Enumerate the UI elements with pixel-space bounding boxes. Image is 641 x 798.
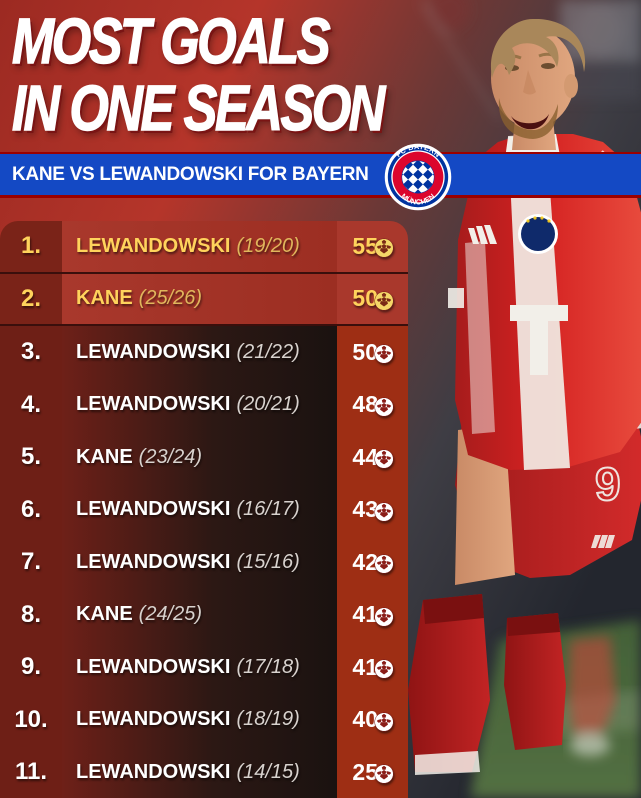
svg-text:9: 9 [595, 458, 621, 510]
